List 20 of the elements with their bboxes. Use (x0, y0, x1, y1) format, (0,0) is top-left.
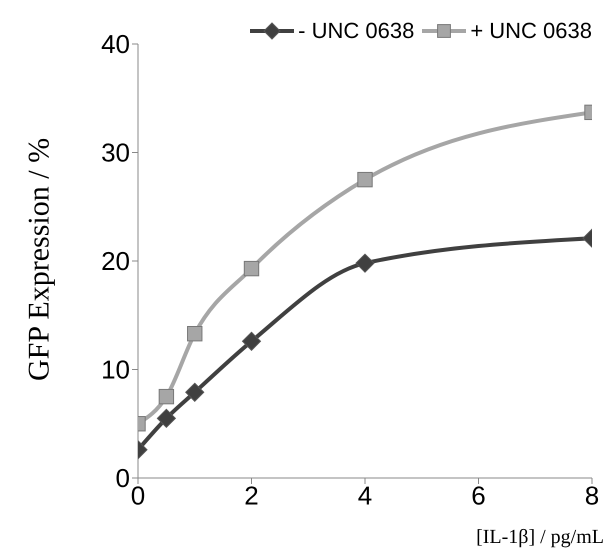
y-tick-label: 30 (101, 138, 130, 168)
y-axis-title: GFP Expression / % (22, 138, 56, 381)
y-tick-label: 40 (101, 29, 130, 60)
point (356, 254, 374, 273)
point (357, 172, 373, 188)
point (156, 408, 176, 428)
x-tick-label: 8 (584, 480, 600, 510)
y-tick-label: 10 (101, 354, 130, 385)
point (158, 388, 174, 404)
point (244, 260, 260, 276)
x-axis-title: [IL-1β] / pg/mL (476, 526, 604, 549)
y-tick-label: 20 (101, 246, 130, 276)
legend-label: - UNC 0638 (298, 18, 414, 44)
point (185, 382, 204, 402)
x-tick-label: 6 (471, 480, 486, 510)
x-tick-label: 4 (358, 480, 372, 510)
point (187, 326, 202, 342)
legend-label: + UNC 0638 (470, 18, 592, 44)
point (242, 332, 261, 351)
x-tick-label: 2 (244, 480, 259, 510)
